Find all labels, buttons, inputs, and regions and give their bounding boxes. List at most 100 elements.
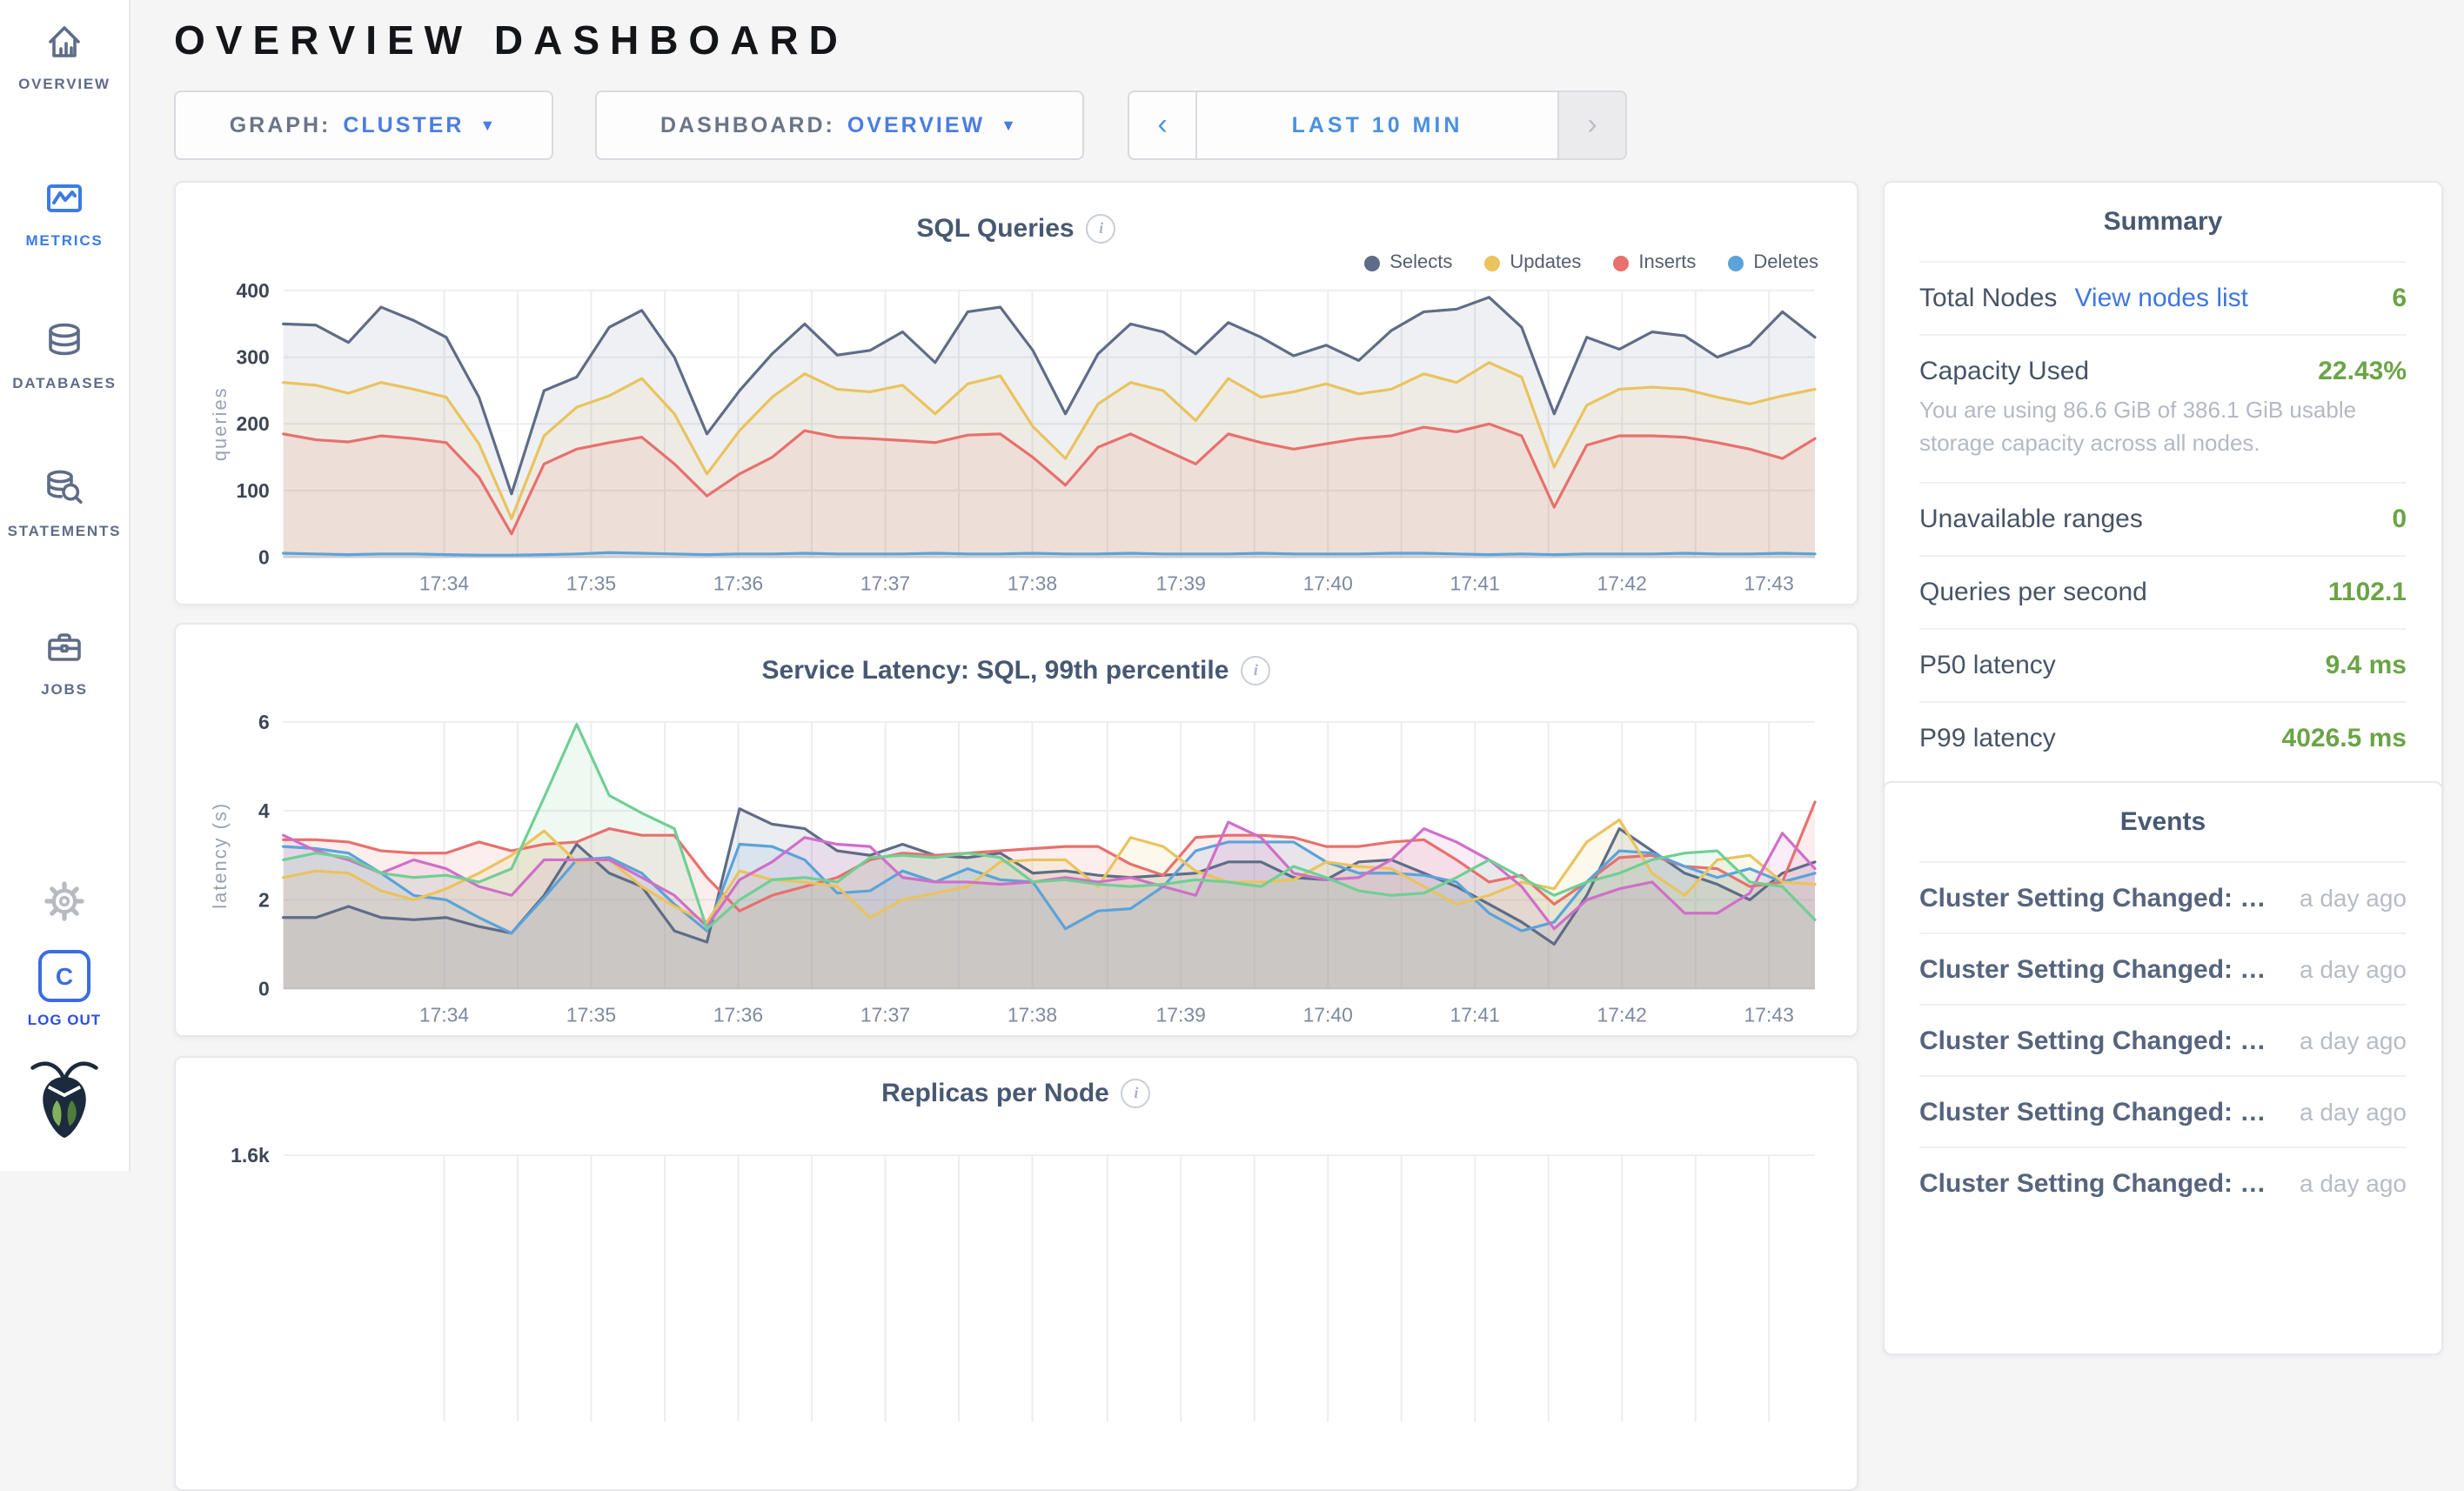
svg-text:17:38: 17:38 <box>1008 572 1057 594</box>
replicas-per-node-plot[interactable]: 1.6k <box>204 1141 1829 1467</box>
event-row: Cluster Setting Changed: U... a day ago <box>1919 1004 2407 1075</box>
svg-text:17:41: 17:41 <box>1450 1003 1500 1026</box>
cockroachdb-logo <box>0 1054 129 1150</box>
events-panel: Events Cluster Setting Changed: U... a d… <box>1883 781 2443 1355</box>
event-row: Cluster Setting Changed: U... a day ago <box>1919 933 2407 1004</box>
svg-text:100: 100 <box>237 479 270 502</box>
summary-value: 22.43% <box>2318 357 2407 386</box>
event-row: Cluster Setting Changed: U... a day ago <box>1919 1147 2407 1218</box>
logout-label: LOG OUT <box>27 1011 102 1028</box>
chart-title-text: Service Latency: SQL, 99th percentile <box>761 655 1229 685</box>
svg-text:17:36: 17:36 <box>713 1003 763 1026</box>
svg-text:17:43: 17:43 <box>1744 1003 1794 1026</box>
summary-value: 4026.5 ms <box>2281 723 2407 753</box>
dashboard-dropdown[interactable]: DASHBOARD: OVERVIEW ▼ <box>595 90 1084 160</box>
chart-title-text: Replicas per Node <box>881 1078 1109 1107</box>
sidebar-item-label: JOBS <box>41 680 88 698</box>
sidebar-item-metrics[interactable]: METRICS <box>0 177 129 249</box>
logout-button[interactable]: C LOG OUT <box>0 950 129 1028</box>
svg-text:400: 400 <box>237 279 270 302</box>
svg-text:17:39: 17:39 <box>1156 1003 1206 1026</box>
svg-text:2: 2 <box>258 888 270 911</box>
view-nodes-list-link[interactable]: View nodes list <box>2074 284 2248 313</box>
page-title: OVERVIEW DASHBOARD <box>174 17 848 63</box>
legend-dot <box>1612 255 1629 271</box>
svg-text:300: 300 <box>237 346 270 369</box>
sql-queries-card: SQL Queries i Selects Updates Inserts De… <box>174 181 1858 605</box>
summary-row-p99: P99 latency 4026.5 ms <box>1919 700 2407 773</box>
logout-monogram-icon: C <box>38 950 90 1002</box>
sidebar-item-overview[interactable]: OVERVIEW <box>0 21 129 92</box>
chart-title: Service Latency: SQL, 99th percentile i <box>204 649 1829 691</box>
time-range-next-button[interactable]: › <box>1557 92 1625 158</box>
sidebar-item-label: OVERVIEW <box>18 75 110 92</box>
chart-title: Replicas per Node i <box>204 1072 1829 1113</box>
sidebar: OVERVIEW METRICS DATABASES <box>0 0 131 1171</box>
legend-item-deletes[interactable]: Deletes <box>1727 252 1818 273</box>
svg-text:0: 0 <box>258 978 270 1000</box>
svg-text:17:42: 17:42 <box>1597 1003 1647 1026</box>
svg-text:17:38: 17:38 <box>1008 1003 1057 1026</box>
jobs-icon <box>0 626 129 672</box>
summary-row-qps: Queries per second 1102.1 <box>1919 554 2407 627</box>
legend-item-inserts[interactable]: Inserts <box>1612 252 1696 273</box>
svg-text:17:41: 17:41 <box>1450 572 1500 594</box>
graph-dropdown[interactable]: GRAPH: CLUSTER ▼ <box>174 90 553 160</box>
svg-text:latency (s): latency (s) <box>209 802 231 909</box>
settings-gear-button[interactable] <box>0 880 129 931</box>
svg-text:17:42: 17:42 <box>1597 572 1647 594</box>
legend-dot <box>1363 255 1380 271</box>
service-latency-plot[interactable]: 0 2 4 6 latency (s) 17:34 17:35 17:36 17:37 17:38… <box>204 708 1829 1033</box>
summary-row-total-nodes: Total Nodes View nodes list 6 <box>1919 261 2407 334</box>
svg-text:17:34: 17:34 <box>419 572 470 594</box>
sidebar-item-statements[interactable]: STATEMENTS <box>0 468 129 539</box>
svg-text:17:34: 17:34 <box>419 1003 470 1026</box>
dashboard-dropdown-label: DASHBOARD: <box>660 113 835 137</box>
replicas-per-node-card: Replicas per Node i 1.6k <box>174 1056 1858 1491</box>
sidebar-item-databases[interactable]: DATABASES <box>0 320 129 391</box>
svg-text:17:35: 17:35 <box>566 572 616 594</box>
events-title: Events <box>2119 807 2206 837</box>
legend-dot <box>1727 255 1744 271</box>
svg-text:17:37: 17:37 <box>860 1003 910 1026</box>
summary-value: 9.4 ms <box>2325 650 2407 680</box>
summary-row-p50: P50 latency 9.4 ms <box>1919 627 2407 700</box>
svg-text:queries: queries <box>209 386 231 461</box>
time-range-selector: ‹ LAST 10 MIN › <box>1128 90 1627 160</box>
svg-text:6: 6 <box>258 711 270 733</box>
chart-legend: Selects Updates Inserts Deletes <box>204 249 1829 277</box>
svg-text:17:40: 17:40 <box>1303 1003 1353 1026</box>
info-icon[interactable]: i <box>1241 655 1271 685</box>
capacity-note: You are using 86.6 GiB of 386.1 GiB usab… <box>1919 397 2357 456</box>
chart-title: SQL Queries i <box>204 207 1829 249</box>
legend-dot <box>1483 255 1500 271</box>
svg-text:1.6k: 1.6k <box>231 1144 270 1167</box>
svg-text:17:35: 17:35 <box>566 1003 616 1026</box>
info-icon[interactable]: i <box>1121 1078 1151 1107</box>
databases-icon <box>0 320 129 365</box>
sidebar-item-jobs[interactable]: JOBS <box>0 626 129 698</box>
service-latency-card: Service Latency: SQL, 99th percentile i … <box>174 623 1858 1037</box>
svg-text:17:39: 17:39 <box>1156 572 1206 594</box>
sql-queries-plot[interactable]: 0 100 200 300 400 queries 17:34 17:35 17:36 17:37… <box>204 277 1829 602</box>
svg-text:200: 200 <box>237 412 270 435</box>
gear-icon <box>44 881 84 921</box>
info-icon[interactable]: i <box>1086 213 1116 243</box>
chevron-down-icon: ▼ <box>479 117 499 134</box>
summary-value: 1102.1 <box>2327 577 2407 607</box>
legend-item-updates[interactable]: Updates <box>1483 252 1581 273</box>
event-row: Cluster Setting Changed: U... a day ago <box>1919 1075 2407 1147</box>
sidebar-item-label: DATABASES <box>12 374 117 391</box>
summary-value: 6 <box>2392 284 2407 313</box>
event-row: Cluster Setting Changed: U... a day ago <box>1919 861 2407 933</box>
summary-panel: Summary Total Nodes View nodes list 6 Ca… <box>1883 181 2443 793</box>
svg-text:17:40: 17:40 <box>1303 572 1353 594</box>
time-range-prev-button[interactable]: ‹ <box>1129 92 1197 158</box>
metrics-icon <box>0 177 129 223</box>
time-range-value[interactable]: LAST 10 MIN <box>1291 113 1463 137</box>
legend-item-selects[interactable]: Selects <box>1363 252 1452 273</box>
dashboard-dropdown-value: OVERVIEW <box>847 113 986 137</box>
svg-text:0: 0 <box>258 546 270 569</box>
sidebar-item-label: STATEMENTS <box>7 522 122 539</box>
